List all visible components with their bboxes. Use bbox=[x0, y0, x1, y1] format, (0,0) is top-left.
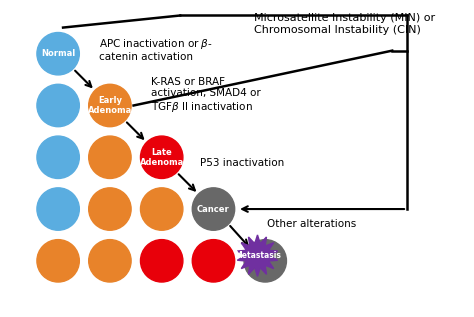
Text: K-RAS or BRAF
activation, SMAD4 or
TGF$\beta$ II inactivation: K-RAS or BRAF activation, SMAD4 or TGF$\… bbox=[151, 76, 260, 114]
Circle shape bbox=[244, 240, 286, 282]
Circle shape bbox=[37, 240, 79, 282]
Circle shape bbox=[140, 240, 183, 282]
Circle shape bbox=[37, 136, 79, 178]
Text: Metastasis: Metastasis bbox=[234, 251, 281, 260]
Text: P53 inactivation: P53 inactivation bbox=[200, 158, 284, 168]
Circle shape bbox=[140, 188, 183, 230]
Circle shape bbox=[89, 188, 131, 230]
Text: Early
Adenoma: Early Adenoma bbox=[88, 96, 132, 115]
Circle shape bbox=[89, 240, 131, 282]
Circle shape bbox=[140, 136, 183, 178]
Circle shape bbox=[89, 136, 131, 178]
Circle shape bbox=[37, 188, 79, 230]
Text: Late
Adenoma: Late Adenoma bbox=[139, 148, 184, 167]
Polygon shape bbox=[237, 235, 278, 276]
Circle shape bbox=[37, 33, 79, 75]
Circle shape bbox=[192, 188, 235, 230]
Circle shape bbox=[192, 240, 235, 282]
Circle shape bbox=[37, 84, 79, 127]
Text: Cancer: Cancer bbox=[197, 204, 230, 214]
Text: Other alterations: Other alterations bbox=[267, 218, 356, 229]
Text: Normal: Normal bbox=[41, 49, 75, 58]
Text: Microsatellite Instability (MIN) or
Chromosomal Instability (CIN): Microsatellite Instability (MIN) or Chro… bbox=[254, 13, 435, 35]
Text: APC inactivation or $\beta$-
catenin activation: APC inactivation or $\beta$- catenin act… bbox=[99, 37, 213, 62]
Circle shape bbox=[89, 84, 131, 127]
